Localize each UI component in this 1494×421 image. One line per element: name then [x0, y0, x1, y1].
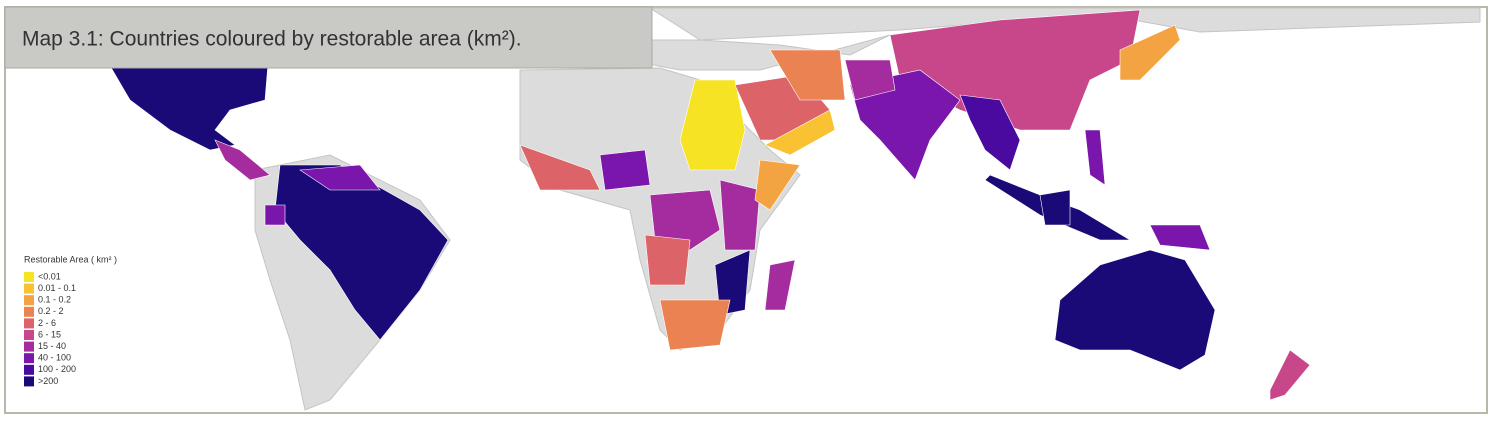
legend-title: Restorable Area ( km² ) — [24, 254, 117, 264]
legend-label: >200 — [38, 376, 58, 386]
legend-label: 15 - 40 — [38, 341, 66, 351]
map-title: Map 3.1: Countries coloured by restorabl… — [22, 28, 522, 51]
legend-label: <0.01 — [38, 271, 61, 281]
legend-label: 0.01 - 0.1 — [38, 283, 76, 293]
country — [1149, 224, 1211, 251]
country — [274, 164, 449, 341]
country — [754, 159, 801, 211]
country — [719, 179, 761, 251]
land-north — [648, 7, 1481, 41]
country — [769, 49, 846, 101]
country — [519, 144, 601, 191]
country — [1269, 349, 1311, 401]
country — [649, 189, 721, 251]
legend-label: 100 - 200 — [38, 364, 76, 374]
legend-swatch — [24, 341, 34, 352]
legend-swatch — [24, 353, 34, 364]
country — [659, 299, 731, 351]
country — [679, 79, 746, 171]
country — [844, 59, 896, 101]
legend-swatch — [24, 364, 34, 375]
legend-swatch — [24, 376, 34, 387]
country — [714, 249, 751, 316]
legend-label: 6 - 15 — [38, 329, 61, 339]
country — [1054, 249, 1216, 371]
country — [1119, 24, 1181, 81]
country — [599, 149, 651, 191]
country — [644, 234, 691, 286]
legend-label: 40 - 100 — [38, 353, 71, 363]
country — [264, 204, 286, 226]
country — [1084, 129, 1106, 186]
legend-label: 0.2 - 2 — [38, 306, 64, 316]
country — [849, 69, 961, 181]
legend-swatch — [24, 318, 34, 329]
country — [299, 164, 381, 191]
country — [214, 139, 271, 181]
legend-swatch — [24, 295, 34, 306]
legend-swatch — [24, 272, 34, 282]
title-box — [4, 6, 653, 69]
country — [1039, 189, 1071, 226]
legend-label: 2 - 6 — [38, 318, 56, 328]
legend-swatch — [24, 330, 34, 340]
legend-swatch — [24, 283, 34, 294]
country — [764, 259, 796, 311]
legend-label: 0.1 - 0.2 — [38, 295, 71, 305]
country — [764, 109, 836, 156]
legend: Restorable Area ( km² ) <0.01 0.01 - 0.1 0… — [24, 254, 117, 387]
legend-swatch — [24, 306, 34, 317]
country — [959, 94, 1021, 171]
